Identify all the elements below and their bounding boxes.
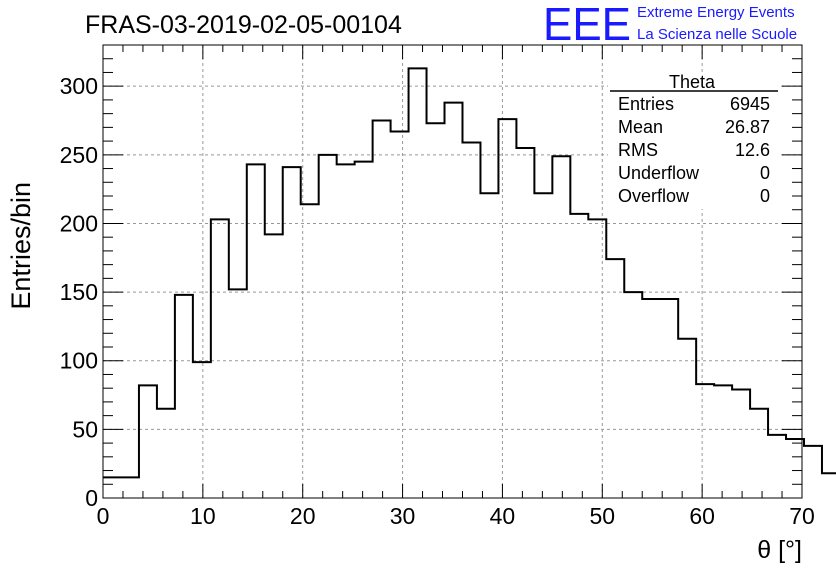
histogram-bin: [283, 167, 301, 498]
histogram-bin: [642, 299, 660, 498]
x-tick-label: 60: [689, 503, 715, 529]
x-tick-label: 30: [390, 503, 416, 529]
y-tick-label: 150: [60, 279, 98, 305]
histogram-bin: [804, 446, 822, 498]
eee-logo: EEE: [543, 0, 631, 50]
x-tick-label: 20: [290, 503, 316, 529]
stats-value: 12.6: [735, 140, 770, 160]
histogram-bin: [373, 121, 391, 499]
histogram-bin: [588, 219, 606, 498]
histogram-bin: [498, 119, 516, 498]
histogram-bin: [822, 473, 836, 498]
y-tick-label: 250: [60, 142, 98, 168]
histogram-bin: [768, 435, 786, 498]
x-tick-label: 40: [490, 503, 516, 529]
stats-label: Overflow: [618, 186, 690, 206]
histogram-bin: [427, 123, 445, 498]
histogram-bin: [409, 68, 427, 498]
y-tick-label: 100: [60, 348, 98, 374]
histogram-bin: [355, 162, 373, 498]
stats-value: 0: [760, 163, 770, 183]
y-tick-label: 200: [60, 210, 98, 236]
histogram-bin: [337, 164, 355, 498]
x-tick-label: 50: [589, 503, 615, 529]
histogram-bin: [445, 103, 463, 498]
x-tick-label: 0: [97, 503, 110, 529]
stats-title: Theta: [669, 72, 716, 92]
histogram-bin: [660, 299, 678, 498]
histogram-bin: [696, 384, 714, 498]
histogram-bin: [786, 439, 804, 498]
histogram-bin: [265, 234, 283, 498]
histogram-bin: [175, 295, 193, 498]
histogram-bin: [570, 214, 588, 498]
y-axis-label: Entries/bin: [6, 182, 36, 310]
histogram-bin: [103, 477, 121, 498]
histogram-bin: [211, 219, 229, 498]
histogram-bin: [319, 155, 337, 498]
logo-line2: La Scienza nelle Scuole: [637, 26, 797, 43]
histogram-bin: [247, 164, 265, 498]
stats-label: Mean: [618, 117, 663, 137]
chart-title: FRAS-03-2019-02-05-00104: [85, 11, 402, 39]
stats-label: RMS: [618, 140, 658, 160]
histogram-bin: [750, 409, 768, 498]
stats-label: Underflow: [618, 163, 700, 183]
histogram-bin: [480, 193, 498, 498]
histogram-outline: [103, 67, 836, 479]
stats-label: Entries: [618, 94, 674, 114]
histogram-bin: [462, 142, 480, 498]
histogram-bin: [229, 289, 247, 498]
y-tick-label: 0: [85, 485, 98, 511]
plot-frame: [102, 44, 803, 499]
x-tick-label: 10: [190, 503, 216, 529]
histogram: [103, 67, 836, 499]
histogram-bin: [714, 385, 732, 498]
histogram-bin: [624, 292, 642, 498]
histogram-bin: [193, 362, 211, 498]
tick-labels: 0 10 20 30 40 50 60 70 0 50 100 150 200 250 300: [60, 73, 815, 529]
x-axis-label: θ [°]: [757, 536, 802, 564]
logo-line1: Extreme Energy Events: [637, 4, 795, 21]
histogram-bin: [732, 390, 750, 498]
histogram-bin: [301, 204, 319, 498]
x-tick-label: 70: [789, 503, 815, 529]
stats-box: Theta Entries 6945 Mean 26.87 RMS 12.6 Underfl…: [608, 72, 778, 209]
histogram-bin: [121, 477, 139, 498]
histogram-bin: [552, 156, 570, 498]
histogram-bin: [678, 339, 696, 498]
stats-value: 6945: [730, 94, 770, 114]
histogram-bin: [606, 259, 624, 498]
histogram-bin: [516, 148, 534, 498]
histogram-bin: [139, 385, 157, 498]
stats-value: 26.87: [725, 117, 770, 137]
stats-value: 0: [760, 186, 770, 206]
axis-ticks: [102, 45, 803, 499]
y-tick-label: 50: [72, 416, 98, 442]
histogram-bin: [157, 409, 175, 498]
histogram-bin: [534, 193, 552, 498]
histogram-bin: [391, 131, 409, 498]
y-tick-label: 300: [60, 73, 98, 99]
